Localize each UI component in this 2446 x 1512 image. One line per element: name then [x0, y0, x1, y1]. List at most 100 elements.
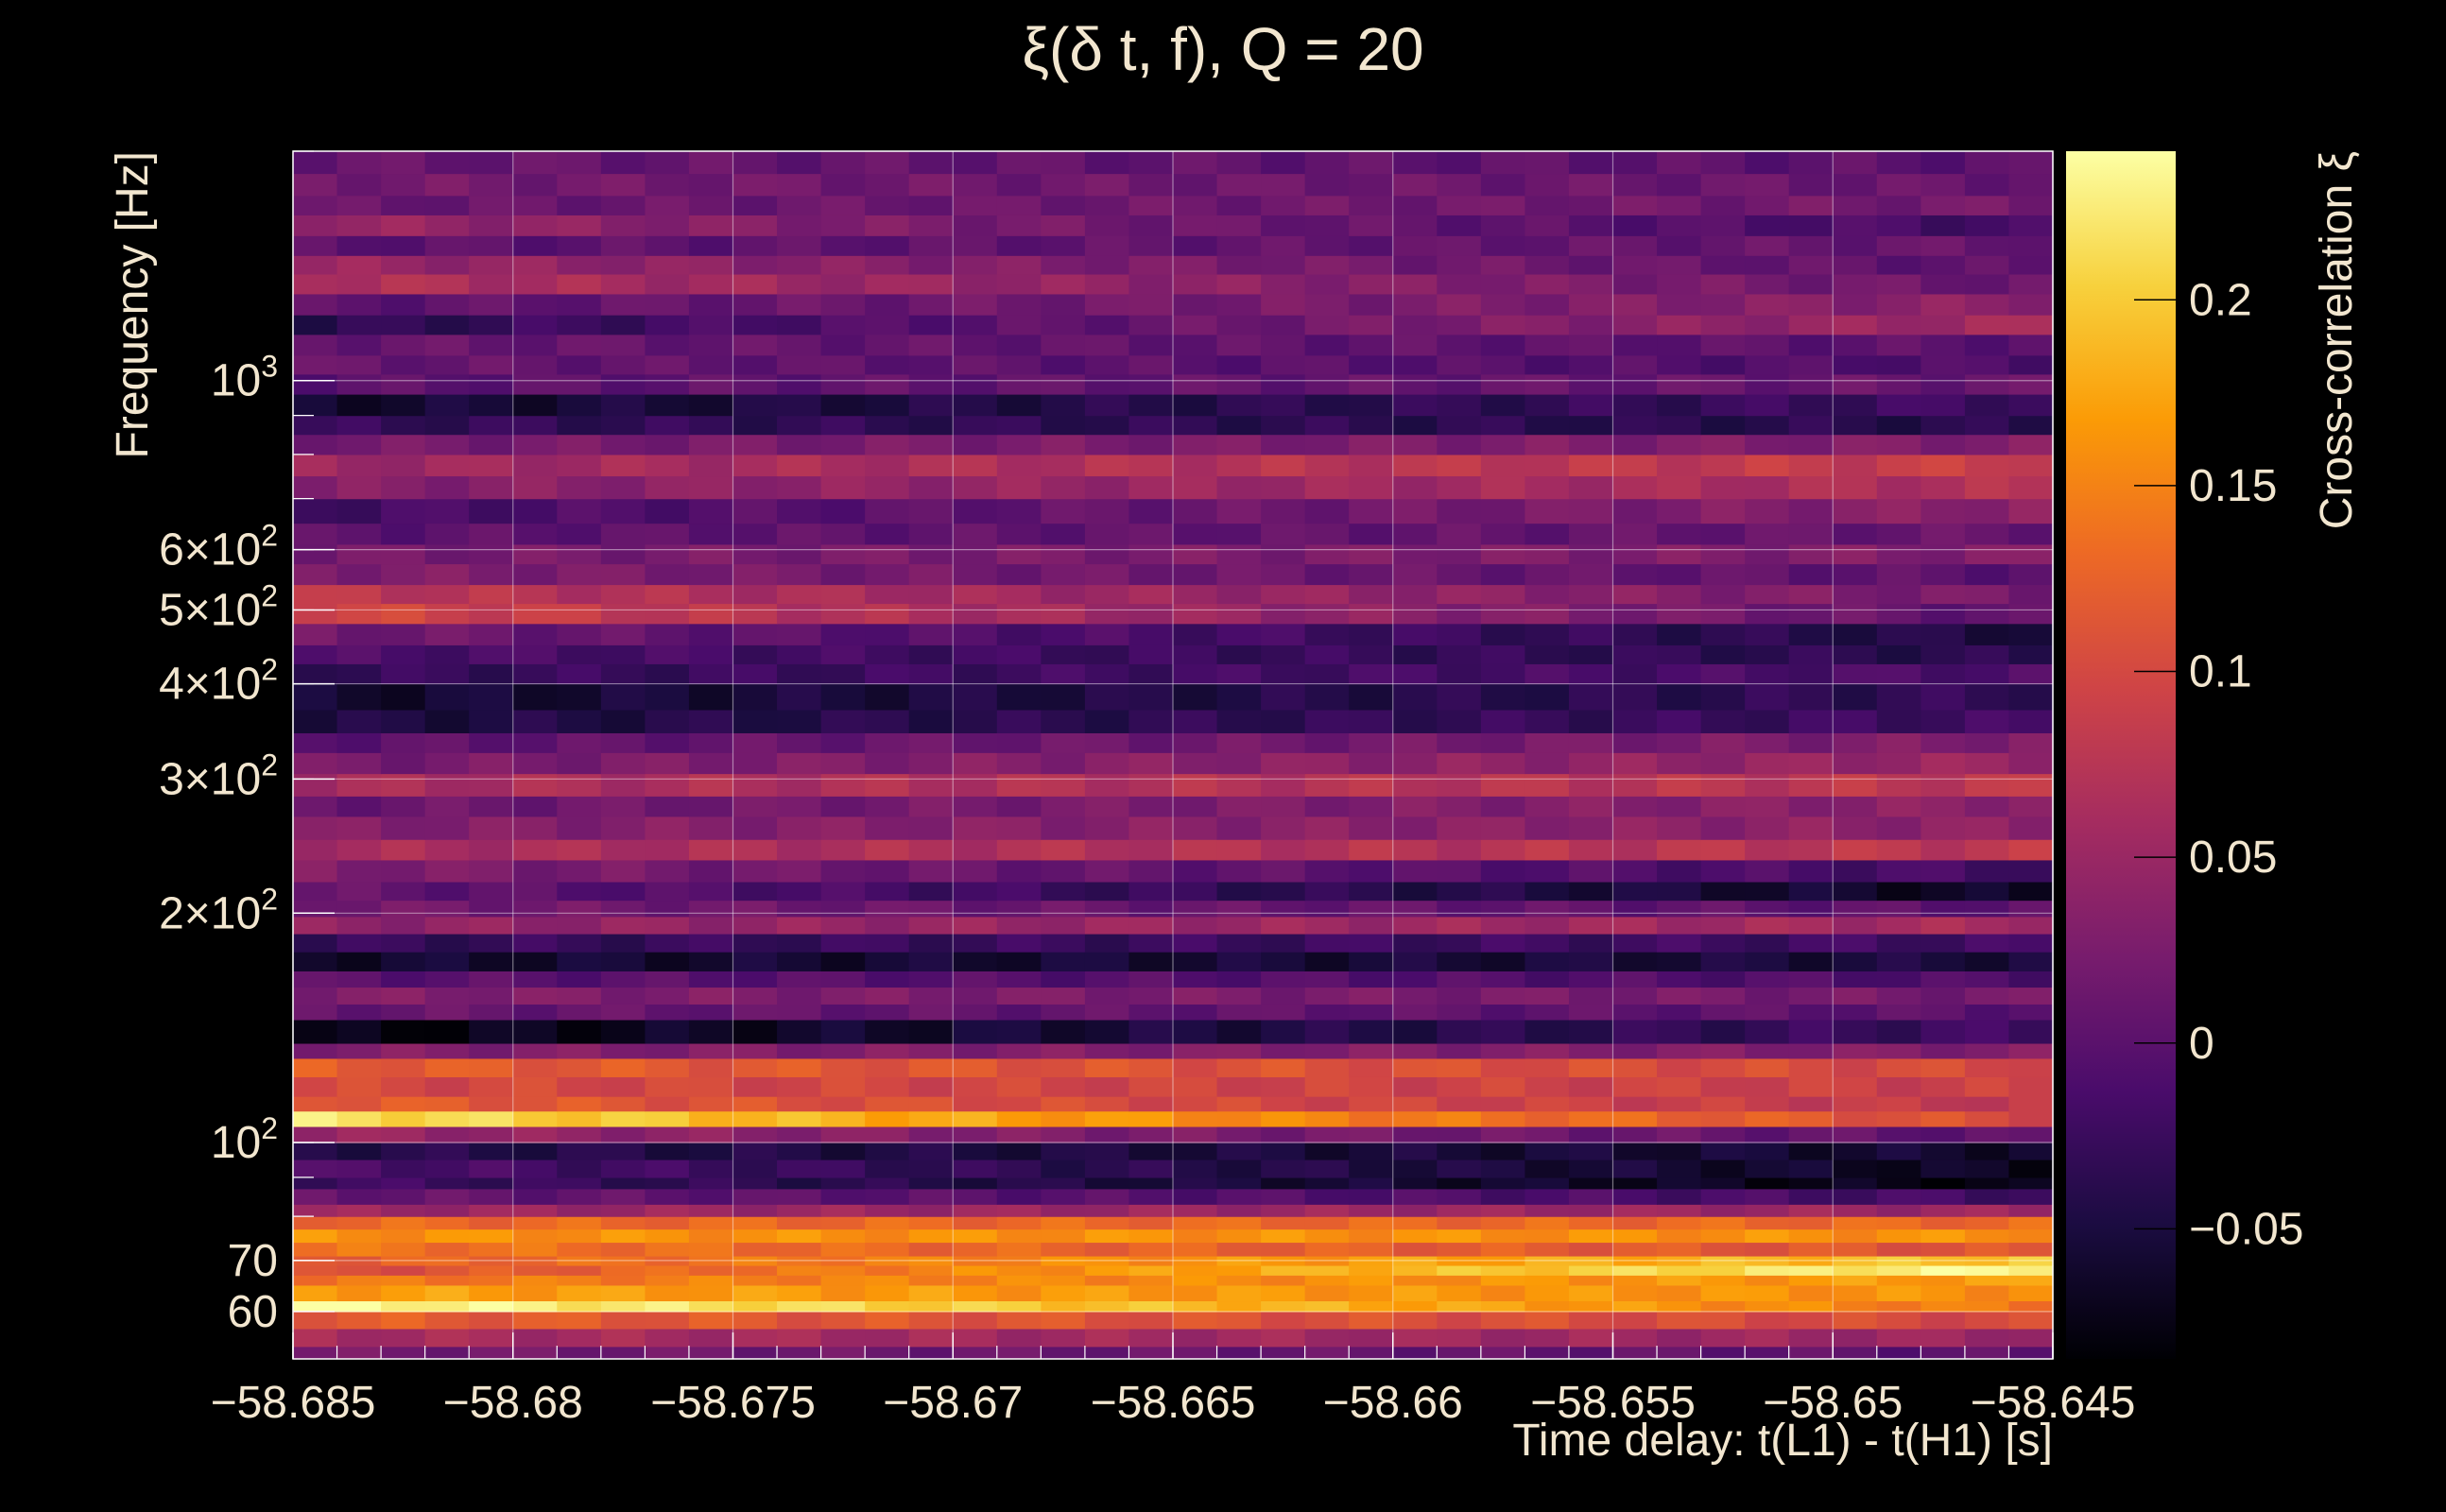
heatmap-cell	[1788, 971, 1834, 988]
heatmap-cell	[1304, 434, 1350, 455]
heatmap-cell	[1524, 1004, 1570, 1021]
heatmap-cell	[469, 273, 514, 295]
heatmap-cell	[1261, 732, 1306, 753]
heatmap-cell	[1788, 752, 1834, 775]
heatmap-cell	[1745, 663, 1790, 685]
heatmap-cell	[1568, 603, 1614, 625]
heatmap-cell	[1745, 475, 1790, 500]
heatmap-cell	[293, 1143, 338, 1160]
heatmap-cell	[1128, 394, 1174, 417]
heatmap-cell	[2008, 1311, 2054, 1330]
heatmap-cell	[2008, 1255, 2054, 1266]
heatmap-cell	[996, 1311, 1042, 1330]
heatmap-cell	[645, 881, 690, 902]
heatmap-cell	[1876, 1110, 1921, 1127]
heatmap-cell	[1700, 644, 1746, 664]
heatmap-cell	[381, 952, 426, 971]
heatmap-cell	[1964, 1228, 2010, 1244]
heatmap-cell	[381, 971, 426, 988]
heatmap-cell	[336, 603, 382, 625]
heatmap-cell	[996, 644, 1042, 664]
heatmap-cell	[1876, 1159, 1921, 1178]
heatmap-cell	[865, 255, 910, 275]
heatmap-cell	[600, 235, 646, 256]
heatmap-cell	[381, 1346, 426, 1360]
heatmap-cell	[820, 900, 866, 918]
heatmap-cell	[557, 315, 602, 335]
heatmap-cell	[1657, 1300, 1702, 1313]
heatmap-cell	[732, 1255, 778, 1266]
heatmap-cell	[1612, 1177, 1658, 1190]
heatmap-cell	[953, 952, 998, 971]
heatmap-cell	[1216, 859, 1262, 883]
heatmap-cell	[732, 1188, 778, 1205]
heatmap-cell	[1700, 1204, 1746, 1217]
heatmap-cell	[777, 454, 822, 477]
heatmap-cell	[1304, 933, 1350, 953]
heatmap-cell	[1128, 1188, 1174, 1205]
heatmap-cell	[645, 683, 690, 711]
heatmap-cell	[1437, 1019, 1482, 1044]
heatmap-cell	[1524, 709, 1570, 733]
heatmap-cell	[1964, 523, 2010, 545]
heatmap-cell	[336, 415, 382, 436]
heatmap-cell	[1921, 1300, 1966, 1313]
heatmap-cell	[1568, 1264, 1614, 1276]
heatmap-cell	[469, 1057, 514, 1077]
heatmap-cell	[600, 1204, 646, 1217]
heatmap-cell	[1568, 195, 1614, 215]
heatmap-cell	[688, 523, 734, 545]
heatmap-cell	[1657, 859, 1702, 883]
heatmap-cell	[600, 334, 646, 356]
heatmap-cell	[1788, 1346, 1834, 1360]
heatmap-cell	[1788, 195, 1834, 215]
heatmap-cell	[1876, 732, 1921, 753]
heatmap-cell	[1876, 709, 1921, 733]
heatmap-cell	[1524, 663, 1570, 685]
heatmap-cell	[1216, 603, 1262, 625]
heatmap-cell	[645, 151, 690, 175]
heatmap-cell	[1524, 498, 1570, 524]
heatmap-cell	[1921, 732, 1966, 753]
heatmap-cell	[1921, 1004, 1966, 1021]
heatmap-cell	[1568, 952, 1614, 971]
heatmap-cell	[1612, 1159, 1658, 1178]
heatmap-cell	[732, 315, 778, 335]
heatmap-cell	[645, 523, 690, 545]
heatmap-cell	[1612, 373, 1658, 395]
heatmap-cell	[1612, 1125, 1658, 1143]
heatmap-cell	[1700, 859, 1746, 883]
heatmap-cell	[1480, 434, 1525, 455]
heatmap-cell	[1041, 971, 1086, 988]
heatmap-cell	[1612, 1019, 1658, 1044]
heatmap-cell	[1349, 796, 1394, 817]
heatmap-cell	[953, 1300, 998, 1313]
heatmap-cell	[1524, 584, 1570, 605]
heatmap-cell	[732, 1159, 778, 1178]
heatmap-cell	[512, 603, 558, 625]
heatmap-cell	[1612, 235, 1658, 256]
heatmap-cell	[600, 1300, 646, 1313]
heatmap-cell	[557, 900, 602, 918]
heatmap-cell	[953, 1228, 998, 1244]
heatmap-cell	[1392, 732, 1438, 753]
heatmap-cell	[1128, 1159, 1174, 1178]
heatmap-cell	[1392, 1242, 1438, 1257]
heatmap-cell	[1437, 373, 1482, 395]
heatmap-cell	[865, 1284, 910, 1302]
heatmap-cell	[1261, 709, 1306, 733]
heatmap-cell	[1392, 584, 1438, 605]
heatmap-cell	[777, 1004, 822, 1021]
heatmap-cell	[1216, 1110, 1262, 1127]
heatmap-cell	[1964, 1159, 2010, 1178]
heatmap-cell	[2008, 1204, 2054, 1217]
heatmap-cell	[1876, 334, 1921, 356]
heatmap-cell	[1128, 859, 1174, 883]
heatmap-cell	[293, 952, 338, 971]
heatmap-cell	[424, 584, 470, 605]
heatmap-cell	[557, 1019, 602, 1044]
heatmap-cell	[1173, 987, 1218, 1005]
heatmap-cell	[1437, 415, 1482, 436]
heatmap-cell	[1041, 796, 1086, 817]
heatmap-cell	[293, 1300, 338, 1313]
